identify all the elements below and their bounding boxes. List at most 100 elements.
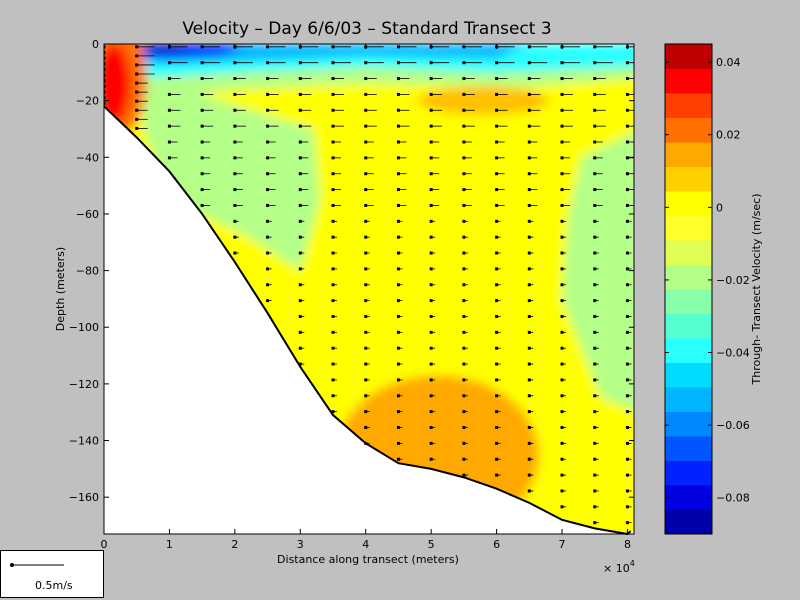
velocity-vector [331, 394, 338, 398]
colorbar-tick-label: −0.06 [716, 419, 750, 432]
velocity-vector [625, 441, 632, 445]
velocity-vector [462, 378, 468, 382]
vector-point [396, 426, 400, 430]
velocity-vectors [104, 45, 634, 525]
velocity-vector [495, 251, 501, 255]
vector-point [331, 45, 335, 49]
vector-point [593, 140, 597, 144]
vector-point [495, 77, 499, 81]
velocity-vector [625, 521, 632, 525]
velocity-vector [560, 426, 567, 430]
velocity-vector [495, 140, 505, 144]
velocity-vector [527, 346, 534, 350]
vector-point [331, 314, 335, 318]
velocity-vector [298, 140, 309, 144]
velocity-vector [625, 108, 634, 112]
vector-point [560, 299, 564, 303]
vector-point [527, 188, 531, 192]
vector-point [593, 92, 597, 96]
velocity-vector [331, 314, 338, 318]
velocity-vector [625, 92, 634, 96]
velocity-vector [560, 314, 567, 318]
vector-point [625, 394, 629, 398]
y-tick-label: −120 [69, 378, 99, 391]
vector-point [593, 172, 597, 176]
velocity-vector [527, 410, 534, 414]
vector-point [364, 61, 368, 65]
velocity-vector [104, 79, 106, 83]
vector-point [331, 140, 335, 144]
velocity-vector [462, 77, 475, 81]
vector-point [331, 219, 335, 223]
vector-point [462, 378, 466, 382]
vector-point [429, 378, 433, 382]
colorbar-bin [665, 411, 712, 437]
vector-point [429, 124, 433, 128]
vector-point [233, 124, 237, 128]
velocity-vector [495, 108, 508, 112]
vector-point [200, 188, 204, 192]
velocity-vector [135, 81, 148, 85]
vector-point [462, 92, 466, 96]
vector-point [396, 203, 400, 207]
vector-point [527, 251, 531, 255]
velocity-vector [527, 92, 541, 96]
velocity-vector [429, 314, 436, 318]
velocity-vector [364, 394, 370, 398]
vector-point [527, 108, 531, 112]
vector-point [462, 124, 466, 128]
vector-point [625, 299, 629, 303]
velocity-vector [527, 394, 534, 398]
velocity-vector [560, 346, 567, 350]
vector-point [364, 267, 368, 271]
velocity-vector [104, 67, 106, 71]
vector-point [331, 172, 335, 176]
vector-point [429, 251, 433, 255]
velocity-vector [364, 283, 370, 287]
velocity-vector [364, 314, 370, 318]
vector-point [331, 156, 335, 160]
vector-point [298, 314, 302, 318]
velocity-vector [625, 283, 632, 287]
y-tick-label: −20 [76, 95, 99, 108]
vector-point [167, 108, 171, 112]
vector-point [560, 92, 564, 96]
velocity-vector [527, 378, 534, 382]
velocity-vector [625, 489, 632, 493]
vector-point [364, 441, 368, 445]
velocity-vector [462, 235, 468, 239]
velocity-vector [527, 235, 534, 239]
velocity-vector [233, 219, 239, 223]
vector-point [527, 283, 531, 287]
velocity-vector [429, 378, 436, 382]
vector-point [560, 172, 564, 176]
velocity-vector [233, 156, 243, 160]
velocity-vector [560, 251, 567, 255]
velocity-vector [593, 235, 599, 239]
velocity-vector [593, 426, 599, 430]
velocity-vector [298, 330, 305, 334]
velocity-vector [167, 124, 181, 128]
vector-point [527, 235, 531, 239]
velocity-vector [396, 156, 407, 160]
vector-point [167, 124, 171, 128]
y-tick-label: −60 [76, 208, 99, 221]
vector-point [495, 283, 499, 287]
vector-point [104, 79, 106, 83]
vector-point [298, 156, 302, 160]
x-axis: 0 1 2 3 4 5 6 7 8 [101, 44, 631, 551]
velocity-vector [625, 124, 634, 128]
velocity-vector [364, 235, 370, 239]
velocity-vector [593, 362, 599, 366]
velocity-vector [560, 108, 574, 112]
velocity-vector [364, 330, 370, 334]
vector-point [233, 235, 237, 239]
vector-point [527, 362, 531, 366]
vector-point [266, 267, 270, 271]
velocity-vector [298, 61, 319, 65]
velocity-vector [104, 62, 106, 66]
velocity-vector [593, 394, 599, 398]
velocity-vector [625, 378, 632, 382]
velocity-vector [298, 283, 305, 287]
colorbar-bin [665, 485, 712, 510]
